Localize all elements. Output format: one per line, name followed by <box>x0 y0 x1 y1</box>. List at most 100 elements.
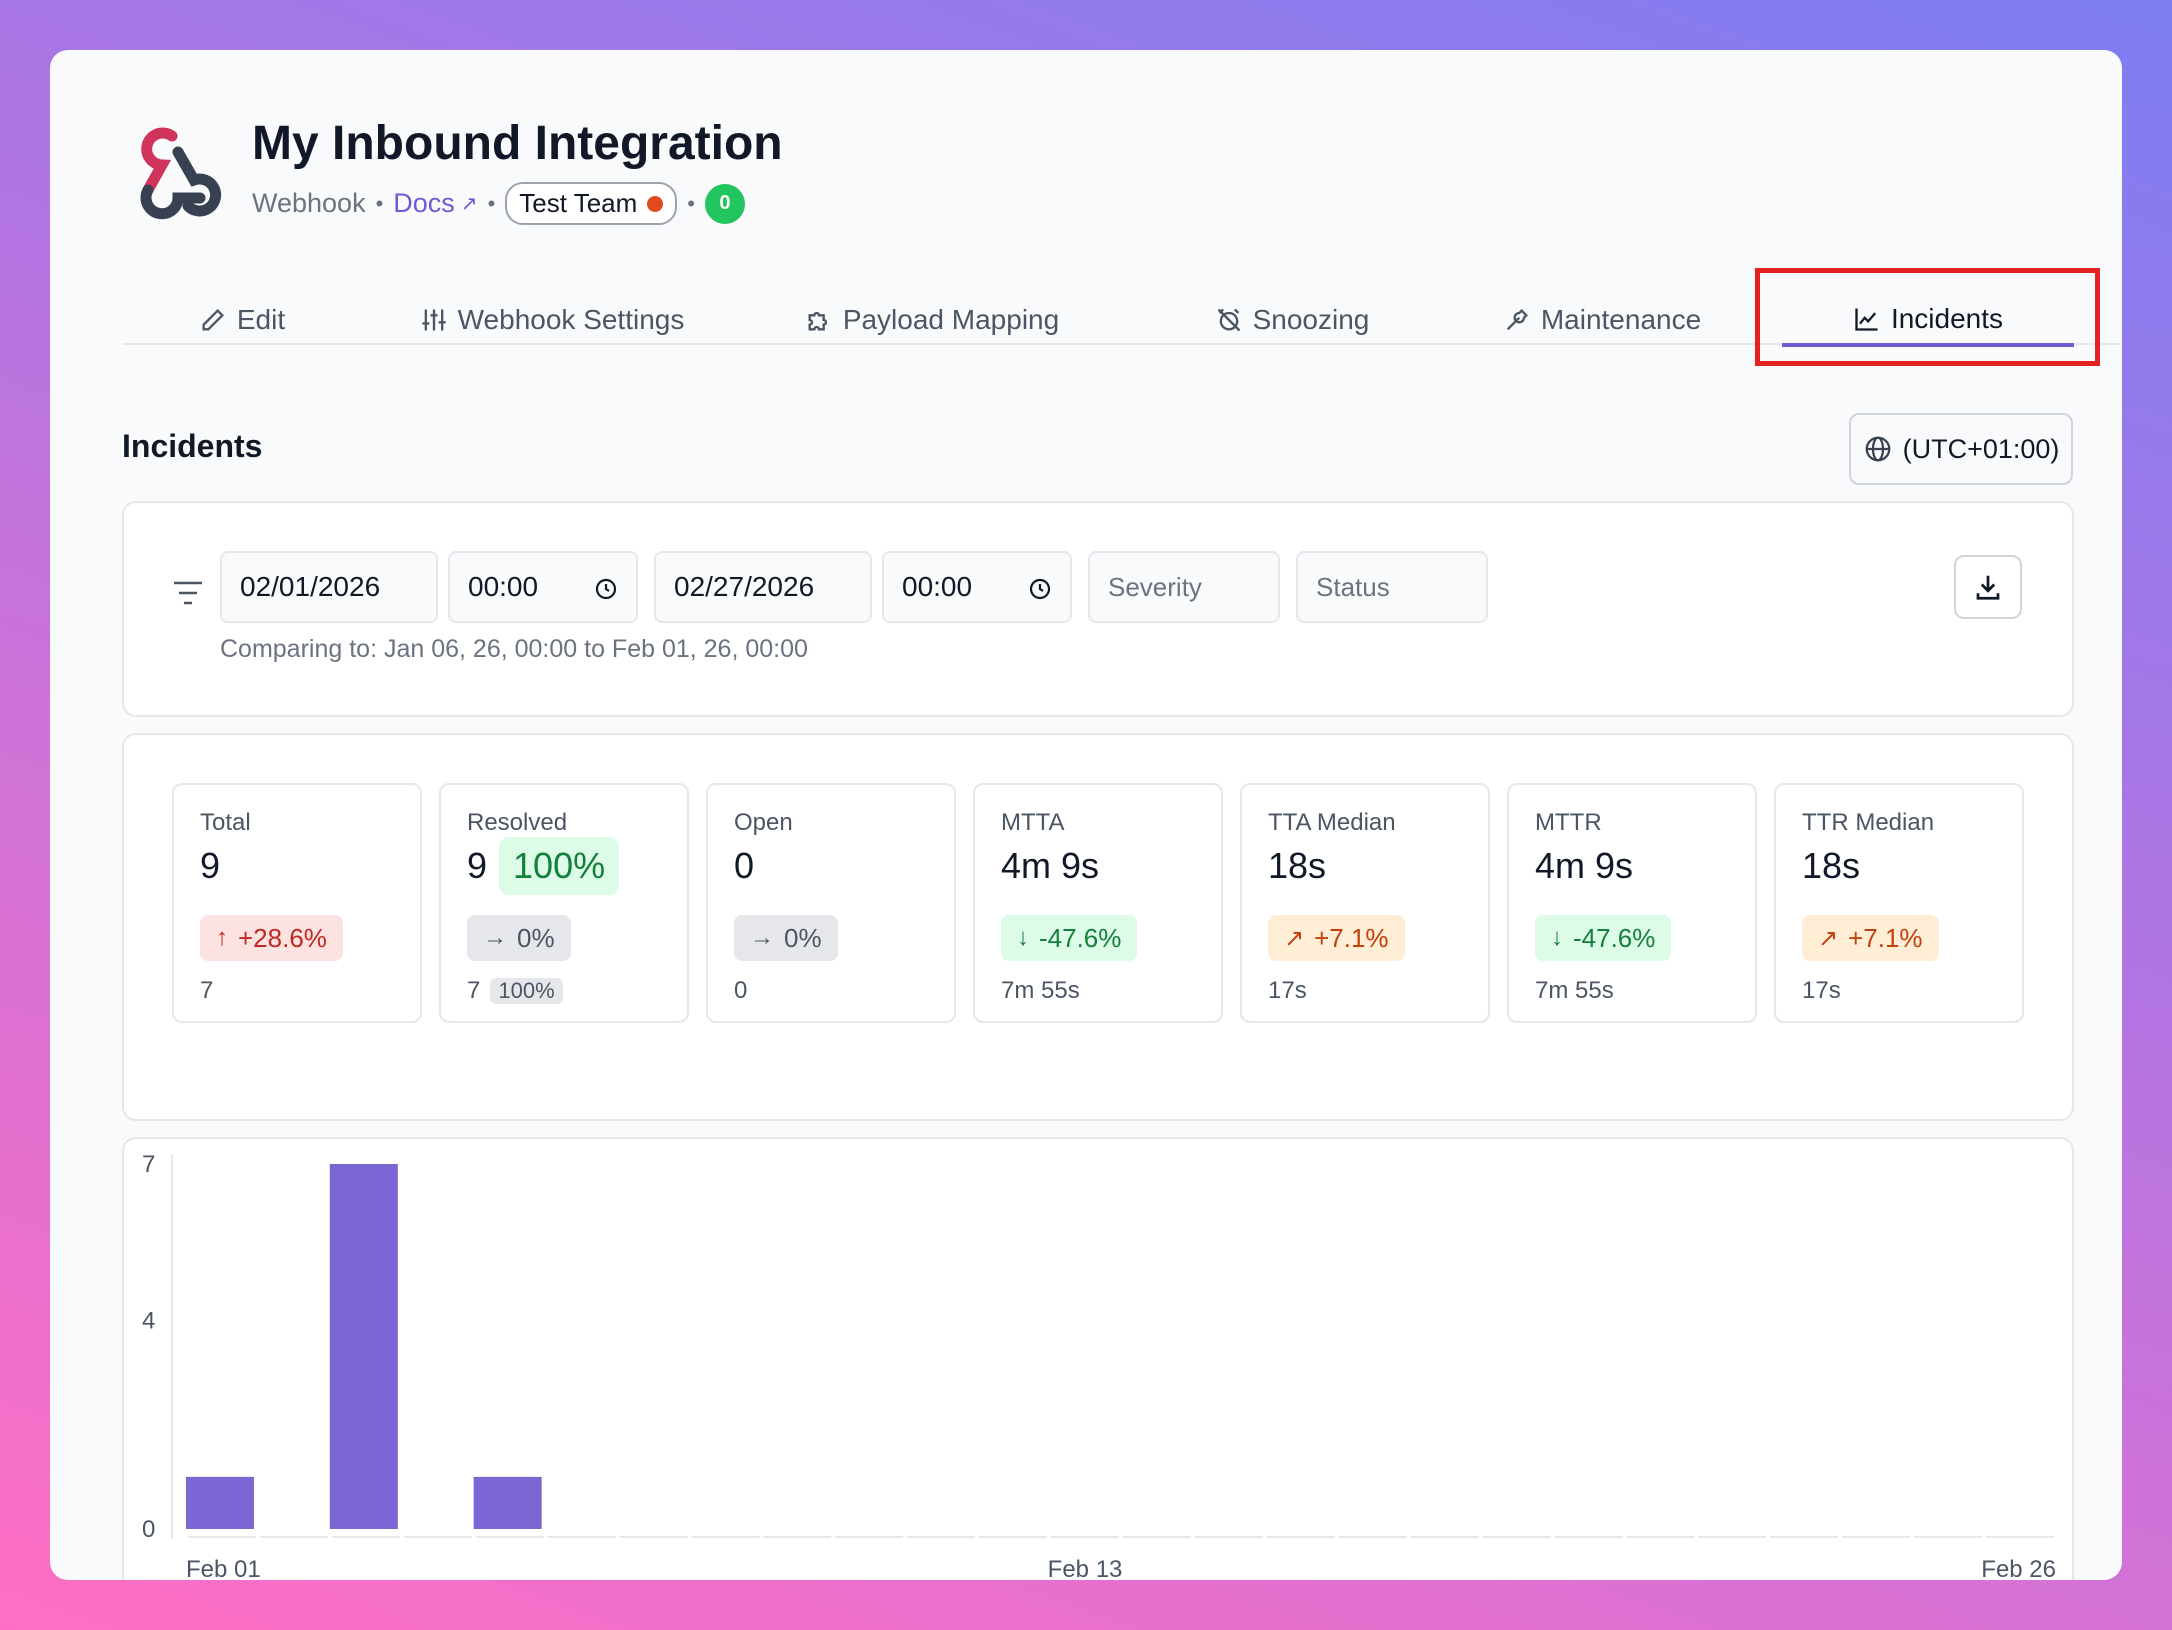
team-status-dot <box>647 195 664 212</box>
y-tick-label: 4 <box>142 1307 155 1334</box>
tab-label: Maintenance <box>1540 304 1702 335</box>
stat-change-badge: ↓ -47.6% <box>1001 915 1138 961</box>
tab-label: Incidents <box>1890 303 2004 334</box>
download-button[interactable] <box>1954 555 2022 619</box>
arrow-up-icon: ↑ <box>216 924 228 951</box>
stat-previous-text: 7 <box>467 977 481 1004</box>
stat-previous-text: 7m 55s <box>1001 977 1080 1004</box>
tab-bar: Edit Webhook Settings Payload Mapping Sn… <box>122 295 2120 347</box>
tab-maintenance[interactable]: Maintenance <box>1467 295 1737 345</box>
tab-payload-mapping[interactable]: Payload Mapping <box>782 295 1082 345</box>
severity-select[interactable]: Severity <box>1088 551 1280 623</box>
stat-change-text: 0% <box>784 922 822 953</box>
stat-card-tta-median: TTA Median 18s ↗ +7.1% 17s <box>1240 783 1490 1023</box>
tab-edit[interactable]: Edit <box>162 295 322 345</box>
y-tick-label: 7 <box>142 1151 155 1178</box>
stat-value-text: 0 <box>734 845 755 886</box>
start-date-value: 02/01/2026 <box>240 571 381 602</box>
stat-value-text: 4m 9s <box>1535 845 1634 886</box>
integration-title: My Inbound Integration <box>252 117 783 170</box>
chart-bar[interactable] <box>329 1164 398 1529</box>
separator-dot: • <box>687 190 695 216</box>
stat-change-text: -47.6% <box>1573 922 1656 953</box>
clock-icon <box>1029 578 1051 600</box>
start-time-input[interactable]: 00:00 <box>448 551 638 623</box>
stat-previous-text: 17s <box>1802 977 1841 1004</box>
wrench-icon <box>1506 309 1528 331</box>
stat-previous-percent: 100% <box>490 978 563 1004</box>
stat-change-badge: → 0% <box>467 915 571 961</box>
tab-snoozing[interactable]: Snoozing <box>1172 295 1412 345</box>
status-select[interactable]: Status <box>1296 551 1488 623</box>
stat-card-total: Total 9 ↑ +28.6% 7 <box>172 783 422 1023</box>
team-label: Test Team <box>519 188 638 218</box>
chart-line-icon <box>1855 308 1878 331</box>
integration-type: Webhook <box>252 188 366 218</box>
stat-previous-text: 7m 55s <box>1535 977 1614 1004</box>
arrow-down-icon: ↓ <box>1017 924 1029 951</box>
globe-icon <box>1865 436 1890 462</box>
stat-previous-text: 7 <box>200 977 214 1004</box>
stat-value: 0 <box>734 845 754 887</box>
arrow-up-right-icon: ↗ <box>1818 924 1839 952</box>
end-date-input[interactable]: 02/27/2026 <box>654 551 872 623</box>
x-tick-label: Feb 01 <box>186 1556 261 1580</box>
external-link-icon: ↗ <box>460 193 478 215</box>
chart-bar[interactable] <box>185 1476 254 1529</box>
filter-icon[interactable] <box>172 579 204 607</box>
chart-bar[interactable] <box>473 1476 542 1529</box>
stat-previous: 17s <box>1802 977 1841 1005</box>
stat-previous-text: 0 <box>734 977 748 1004</box>
stat-previous: 7m 55s <box>1535 977 1614 1005</box>
timezone-button[interactable]: (UTC+01:00) <box>1849 413 2073 485</box>
clock-icon <box>595 578 617 600</box>
pencil-icon <box>202 309 224 331</box>
puzzle-icon <box>808 311 827 331</box>
stat-card-mttr: MTTR 4m 9s ↓ -47.6% 7m 55s <box>1507 783 1757 1023</box>
stat-label: MTTR <box>1535 809 1602 836</box>
stat-previous: 7m 55s <box>1001 977 1080 1005</box>
stat-label: Resolved <box>467 809 568 836</box>
incidents-bar-chart: 7 4 0 Feb 01 Feb 13 Feb 26 <box>142 1151 2056 1580</box>
comparing-text: Comparing to: Jan 06, 26, 00:00 to Feb 0… <box>220 635 808 663</box>
tab-label: Payload Mapping <box>842 304 1060 335</box>
stat-value-text: 18s <box>1268 845 1327 886</box>
y-tick-label: 0 <box>142 1516 155 1543</box>
x-tick-label: Feb 26 <box>1981 1556 2056 1580</box>
stat-change-badge: ↗ +7.1% <box>1802 915 1939 961</box>
end-time-value: 00:00 <box>902 571 973 602</box>
filter-panel: 02/01/2026 00:00 02/27/2026 00:00 Severi… <box>122 501 2074 717</box>
integration-meta: Webhook • Docs ↗ • Test Team • 0 <box>252 182 783 225</box>
severity-placeholder: Severity <box>1108 571 1202 602</box>
stat-change-badge: ↗ +7.1% <box>1268 915 1405 961</box>
stat-label: TTR Median <box>1802 809 1935 836</box>
stat-value-text: 9 <box>467 845 488 886</box>
start-time-value: 00:00 <box>468 571 539 602</box>
tab-incidents[interactable]: Incidents <box>1782 295 2074 347</box>
start-date-input[interactable]: 02/01/2026 <box>220 551 438 623</box>
stat-card-ttr-median: TTR Median 18s ↗ +7.1% 17s <box>1774 783 2024 1023</box>
stat-change-text: +28.6% <box>238 922 327 953</box>
stat-value: 9 100% <box>467 837 620 895</box>
team-chip[interactable]: Test Team <box>505 182 678 225</box>
download-icon <box>1976 575 2000 600</box>
separator-dot: • <box>375 190 384 216</box>
docs-link[interactable]: Docs ↗ <box>393 188 477 219</box>
stat-change-text: +7.1% <box>1314 922 1389 953</box>
integration-card: My Inbound Integration Webhook • Docs ↗ … <box>50 50 2122 1580</box>
tab-label: Edit <box>236 304 286 335</box>
stat-previous: 17s <box>1268 977 1307 1005</box>
stat-value: 4m 9s <box>1535 845 1633 887</box>
stat-label: TTA Median <box>1268 809 1396 836</box>
tab-label: Snoozing <box>1252 304 1370 335</box>
stat-label: MTTA <box>1001 809 1065 836</box>
stat-label: Open <box>734 809 793 836</box>
alarm-off-icon <box>1217 308 1240 332</box>
tab-webhook-settings[interactable]: Webhook Settings <box>402 295 702 345</box>
stat-card-open: Open 0 → 0% 0 <box>706 783 956 1023</box>
separator-dot: • <box>487 190 496 216</box>
stat-previous: 7 <box>200 977 213 1005</box>
end-time-input[interactable]: 00:00 <box>882 551 1072 623</box>
arrow-right-icon: → <box>750 924 774 951</box>
section-title: Incidents <box>122 428 263 464</box>
